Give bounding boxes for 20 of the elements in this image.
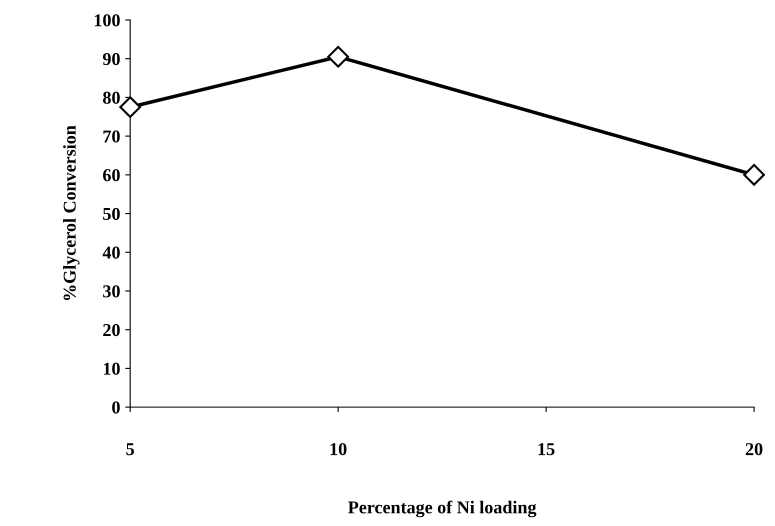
y-tick-label: 100 (94, 14, 120, 26)
y-tick-label: 60 (103, 169, 120, 182)
x-axis-title: Percentage of Ni loading (348, 500, 536, 518)
y-tick-label: 90 (102, 52, 120, 66)
y-axis-title: %Glycerol Conversion (63, 125, 80, 300)
y-tick-label: 50 (103, 208, 120, 220)
x-tick-label: 15 (538, 443, 554, 456)
y-tick-label: 10 (104, 362, 120, 375)
y-tick-label: 40 (102, 246, 120, 259)
y-tick-label: 80 (103, 92, 120, 104)
y-tick-label: 0 (112, 401, 120, 414)
x-tick-label: 5 (126, 443, 134, 456)
y-tick-label: 30 (103, 285, 120, 298)
point (743, 164, 765, 186)
x-tick-label: 20 (746, 443, 762, 456)
point (119, 96, 142, 118)
y-tick-label: 20 (103, 324, 120, 336)
y-tick-label: 70 (103, 130, 120, 143)
point (327, 46, 350, 68)
x-tick-label: 10 (330, 443, 346, 456)
